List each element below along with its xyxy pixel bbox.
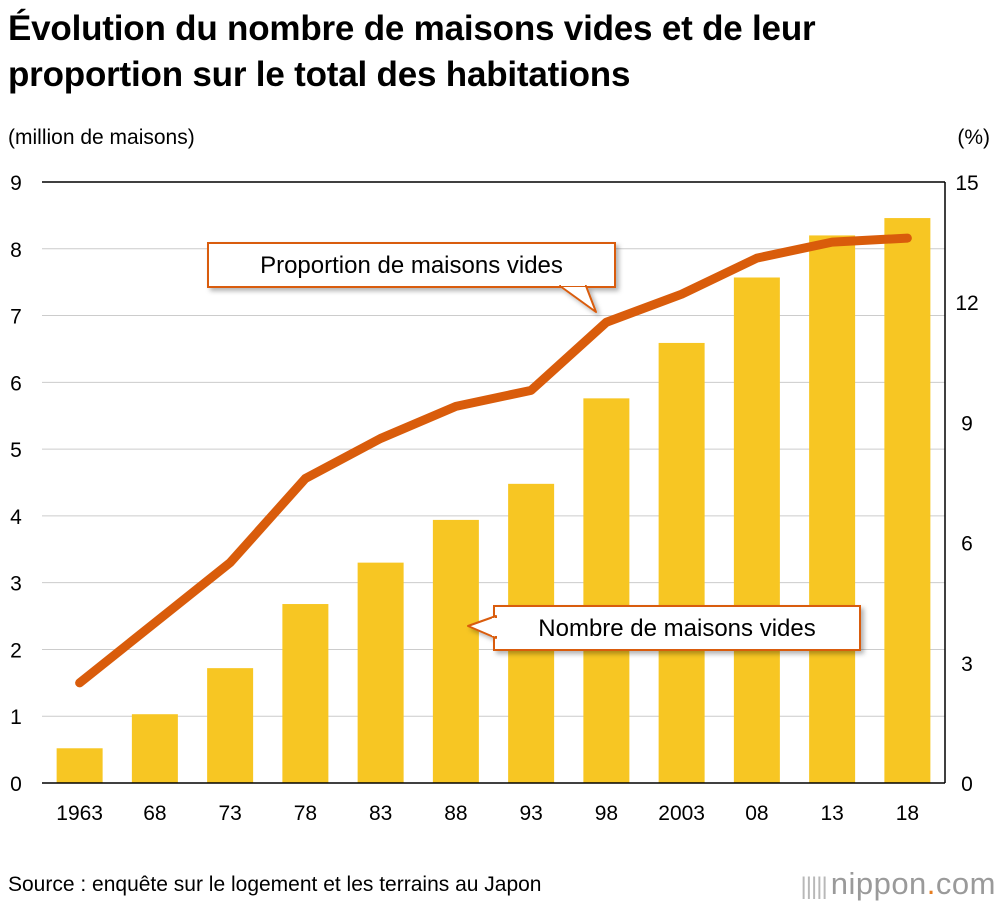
right-tick-label: 15 [955, 172, 978, 195]
right-tick-label: 0 [961, 773, 973, 796]
left-tick-label: 0 [10, 773, 22, 796]
nippon-logo: ||||| nippon.com [801, 866, 996, 902]
line-point-78 [303, 476, 308, 481]
line-point-08 [754, 256, 759, 261]
left-axis-unit-label: (million de maisons) [8, 126, 195, 149]
x-tick-label: 93 [519, 802, 542, 825]
count-callout: Nombre de maisons vides [467, 605, 861, 651]
left-tick-label: 7 [10, 306, 22, 329]
x-tick-label: 73 [218, 802, 241, 825]
bar-08 [733, 277, 780, 783]
x-tick-label: 83 [369, 802, 392, 825]
logo-suffix: com [935, 866, 996, 901]
x-tick-label: 88 [444, 802, 467, 825]
proportion-callout-box [207, 242, 616, 288]
line-point-13 [830, 240, 835, 245]
logo-name: nippon [830, 866, 927, 901]
left-tick-label: 4 [10, 506, 22, 529]
proportion-callout-text: Proportion de maisons vides [260, 252, 563, 279]
proportion-line [75, 233, 912, 688]
left-tick-label: 9 [10, 172, 22, 195]
callouts: Proportion de maisons vides Nombre de mai… [207, 242, 861, 651]
line-point-68 [152, 620, 157, 625]
logo-mark-icon: ||||| [800, 873, 828, 900]
bar-73 [207, 668, 254, 783]
bar-series [56, 218, 931, 783]
line-point-93 [529, 388, 534, 393]
x-tick-label: 18 [896, 802, 919, 825]
line-point-18 [905, 236, 910, 241]
bar-88 [432, 519, 479, 783]
line-point-98 [604, 320, 609, 325]
chart-title: Évolution du nombre de maisons vides et … [8, 9, 816, 94]
line-point-83 [378, 436, 383, 441]
proportion-callout-pointer [559, 285, 597, 313]
bar-1963 [56, 748, 103, 783]
x-tick-label: 78 [294, 802, 317, 825]
bar-78 [282, 604, 329, 783]
left-tick-label: 1 [10, 706, 22, 729]
right-tick-label: 9 [961, 412, 973, 435]
x-tick-label: 68 [143, 802, 166, 825]
right-tick-label: 6 [961, 533, 973, 556]
x-tick-label: 08 [745, 802, 768, 825]
proportion-callout: Proportion de maisons vides [207, 242, 616, 313]
line-series [75, 233, 912, 688]
x-tick-label: 2003 [658, 802, 705, 825]
bar-18 [884, 218, 931, 783]
line-point-73 [228, 560, 233, 565]
bar-83 [357, 562, 404, 783]
count-callout-text: Nombre de maisons vides [538, 615, 815, 642]
left-tick-label: 5 [10, 439, 22, 462]
x-tick-label: 98 [595, 802, 618, 825]
left-tick-label: 3 [10, 573, 22, 596]
logo-dot: . [926, 866, 936, 901]
right-axis-unit-label: (%) [957, 126, 990, 149]
x-tick-label: 1963 [56, 802, 103, 825]
bar-13 [809, 235, 856, 783]
source-note: Source : enquête sur le logement et les … [8, 873, 542, 896]
line-point-88 [453, 404, 458, 409]
x-tick-label: 13 [820, 802, 843, 825]
bar-2003 [658, 342, 705, 783]
line-point-2003 [679, 292, 684, 297]
bar-98 [583, 398, 630, 783]
bar-68 [131, 714, 178, 783]
line-point-1963 [77, 680, 82, 685]
left-tick-label: 8 [10, 239, 22, 262]
left-tick-label: 6 [10, 372, 22, 395]
callout-joint [492, 618, 497, 636]
right-tick-label: 12 [955, 292, 978, 315]
callout-joint [561, 282, 585, 286]
right-tick-label: 3 [961, 653, 973, 676]
left-tick-label: 2 [10, 639, 22, 662]
